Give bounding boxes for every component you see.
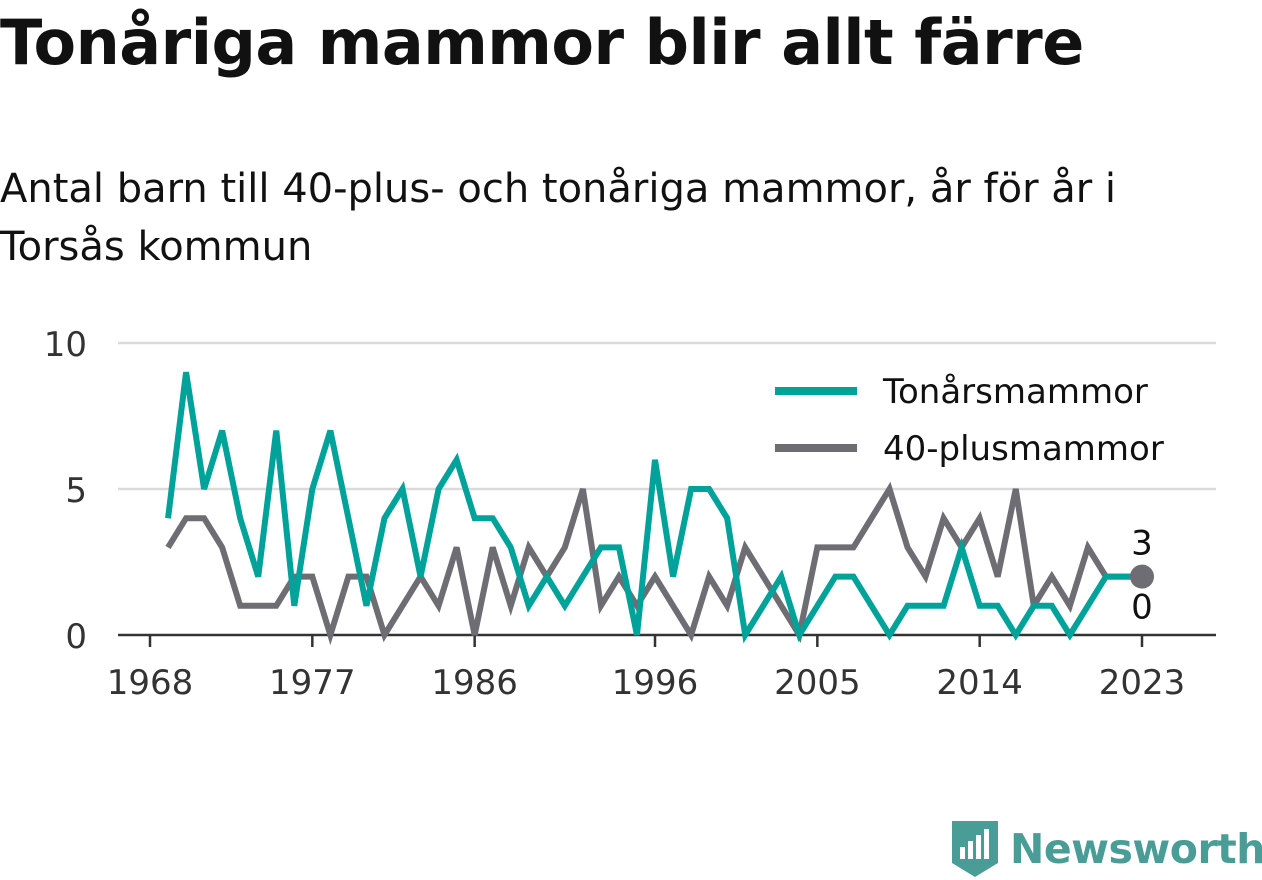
- x-tick-label: 1996: [612, 663, 699, 703]
- series-line-tonarsmammor: [165, 371, 1142, 644]
- legend-label: Tonårsmammor: [882, 372, 1148, 412]
- legend-label: 40-plusmammor: [883, 429, 1164, 469]
- x-tick-label: 1977: [269, 663, 356, 703]
- y-tick-label: 5: [65, 471, 87, 511]
- bar-chart-icon: [952, 821, 998, 877]
- x-tick-label: 2005: [774, 663, 861, 703]
- end-label-40-plusmammor: 3: [1131, 524, 1153, 564]
- chart-title: Tonåriga mammor blir allt färre: [0, 6, 1084, 79]
- series-line-40-plusmammor: [165, 481, 1142, 646]
- x-tick-label: 1986: [431, 663, 518, 703]
- x-tick-label: 2014: [936, 663, 1023, 703]
- x-tick-label: 1968: [107, 663, 194, 703]
- end-point-40-plusmammor: [1130, 564, 1154, 589]
- y-tick-label: 10: [44, 325, 87, 365]
- y-tick-label: 0: [65, 617, 87, 657]
- end-label-tonarsmammor: 0: [1131, 588, 1153, 628]
- brand-name: Newsworthy: [1010, 825, 1262, 873]
- x-tick-label: 2023: [1099, 663, 1186, 703]
- chart-subtitle: Antal barn till 40-plus- och tonåriga ma…: [0, 166, 1117, 270]
- brand-logo: Newsworthy: [950, 818, 1262, 880]
